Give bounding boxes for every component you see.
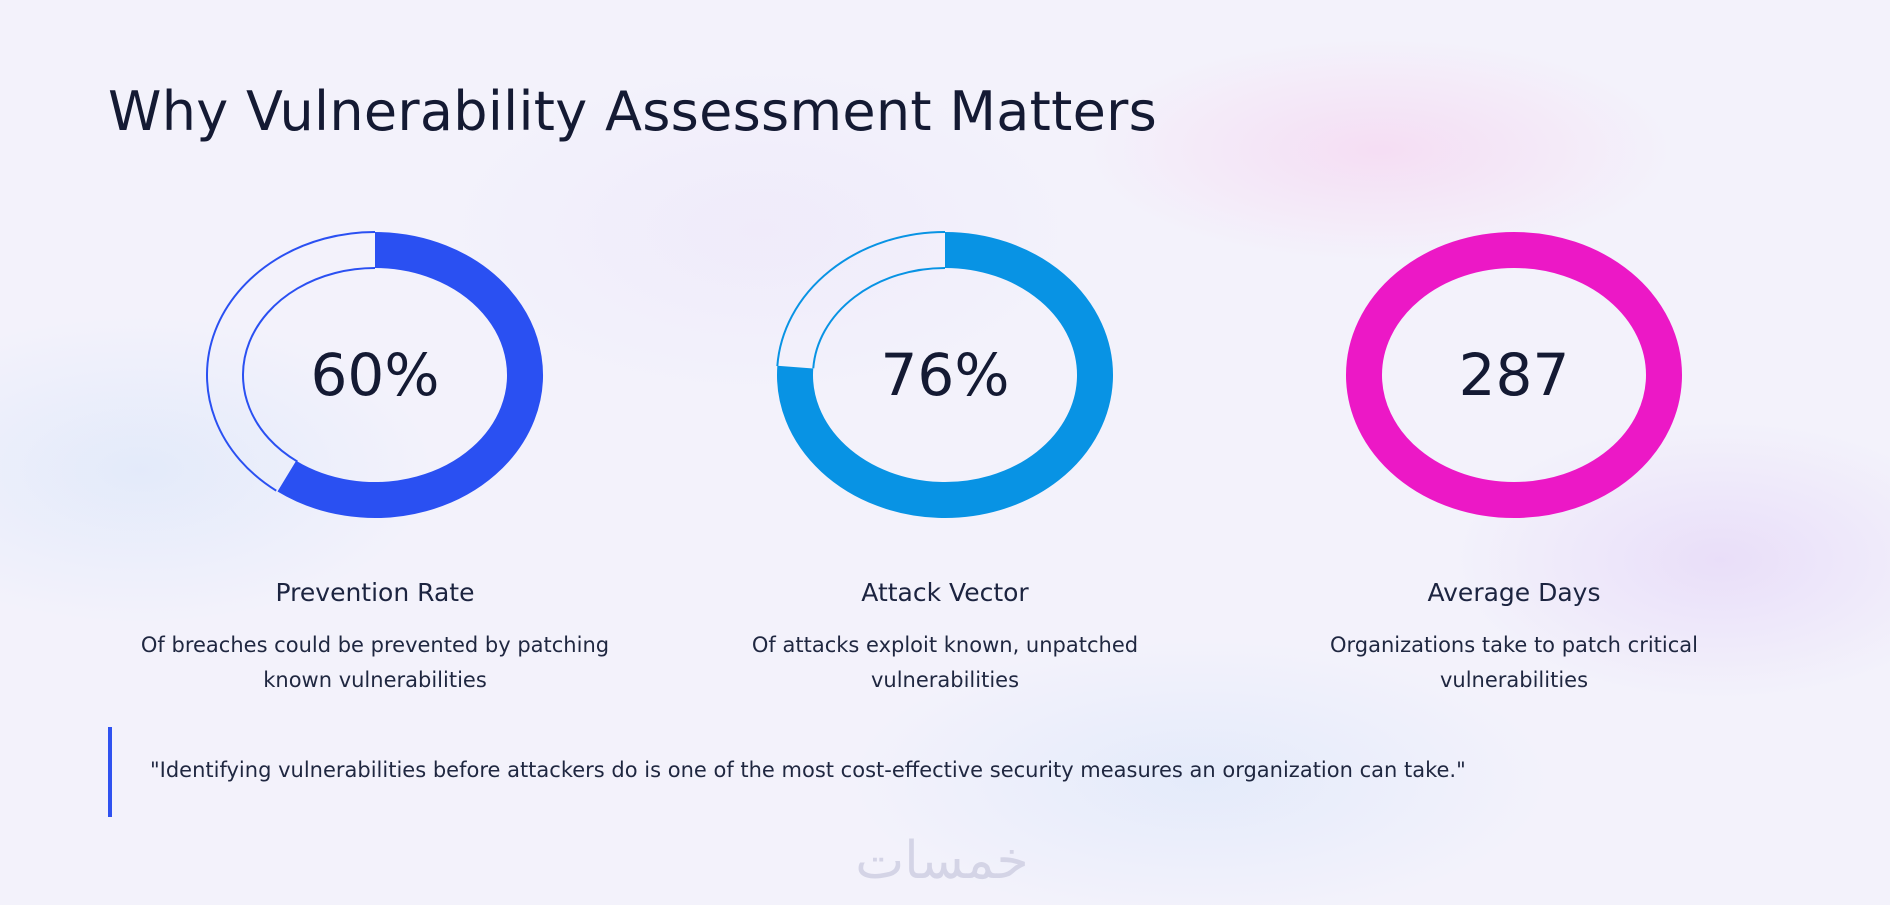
stat-card-average-days: 287 Average Days Organizations take to p… [1254, 200, 1774, 698]
stat-description: Of attacks exploit known, unpatched vuln… [751, 633, 1139, 692]
stat-label: Prevention Rate [275, 578, 475, 607]
ring-remaining-arc [776, 231, 946, 367]
progress-ring-graphic [205, 231, 543, 518]
stat-value: 287 [1458, 341, 1570, 409]
slide-title: Why Vulnerability Assessment Matters [108, 80, 1158, 143]
quote-text: "Identifying vulnerabilities before atta… [150, 758, 1466, 782]
ring-filled-arc [777, 232, 1113, 518]
ring-inner-edge [812, 267, 946, 369]
ring-filled-arc [277, 232, 543, 518]
stat-label: Average Days [1427, 578, 1601, 607]
progress-ring: 76% [735, 200, 1155, 560]
stat-card-prevention-rate: 60% Prevention Rate Of breaches could be… [115, 200, 635, 698]
progress-ring: 60% [165, 200, 585, 560]
watermark-text: خمسات [855, 831, 1028, 888]
ring-remaining-arc [205, 231, 376, 492]
stat-value: 76% [880, 341, 1010, 409]
stat-value: 60% [310, 341, 440, 409]
progress-ring-graphic [1346, 232, 1682, 519]
progress-ring: 287 [1304, 200, 1724, 560]
watermark-logo: خمسات [855, 831, 1028, 888]
ring-filled-arc [1346, 232, 1682, 519]
stat-label: Attack Vector [861, 578, 1029, 607]
ring-inner-edge [242, 267, 376, 463]
stat-description: Of breaches could be prevented by patchi… [140, 633, 610, 692]
progress-ring-graphic [776, 231, 1113, 518]
stat-description: Organizations take to patch critical vul… [1329, 633, 1699, 692]
quote-accent-bar [108, 727, 112, 817]
stat-card-attack-vector: 76% Attack Vector Of attacks exploit kno… [685, 200, 1205, 698]
